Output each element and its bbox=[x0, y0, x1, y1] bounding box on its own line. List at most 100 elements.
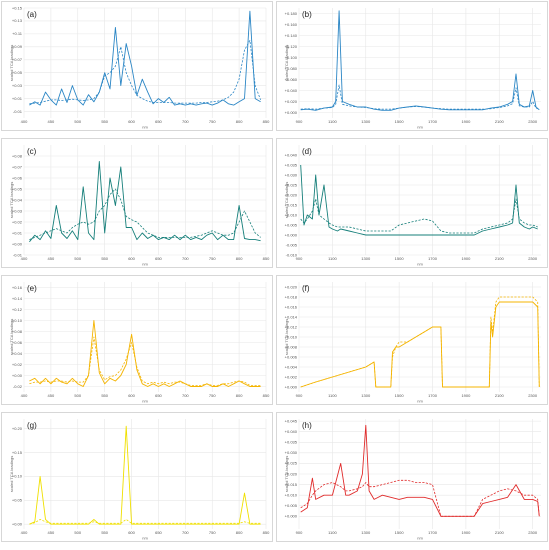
x-tick-label: 750 bbox=[209, 119, 216, 124]
panel-label: (f) bbox=[302, 284, 310, 293]
y-tick-label: +0.120 bbox=[285, 44, 298, 49]
y-tick-label: +0.000 bbox=[285, 514, 298, 519]
panel-label: (e) bbox=[27, 284, 37, 293]
y-tick-label: +0.035 bbox=[285, 162, 298, 167]
x-tick-label: 750 bbox=[209, 393, 216, 398]
y-tick-label: +0.002 bbox=[285, 374, 298, 379]
x-tick-label: 1100 bbox=[328, 119, 337, 124]
y-axis-label: scaled TCA loadings bbox=[9, 182, 14, 218]
y-tick-label: +0.15 bbox=[12, 5, 23, 10]
x-tick-label: 2100 bbox=[495, 393, 505, 398]
x-tick-label: 400 bbox=[21, 530, 28, 535]
y-tick-label: +0.01 bbox=[12, 230, 23, 235]
y-axis-label: scaled TCA loadings bbox=[284, 456, 289, 492]
x-tick-label: 2100 bbox=[495, 256, 505, 261]
panel-label: (c) bbox=[27, 147, 37, 156]
y-tick-label: +0.025 bbox=[285, 461, 298, 466]
x-tick-label: 850 bbox=[263, 393, 270, 398]
chart-svg-d: -0.010 -0.005 +0.000 +0.005 +0.010 +0.015 +0.0… bbox=[284, 145, 541, 267]
y-tick-label: +0.12 bbox=[12, 307, 23, 312]
x-tick-label: 800 bbox=[236, 530, 243, 535]
x-tick-label: 2100 bbox=[495, 119, 505, 124]
x-tick-label: 450 bbox=[48, 393, 55, 398]
y-axis-label: scaled TCA loadings bbox=[9, 319, 14, 355]
x-tick-label: 1900 bbox=[461, 530, 471, 535]
y-tick-label: +0.006 bbox=[285, 354, 298, 359]
y-tick-label: +0.040 bbox=[285, 429, 298, 434]
x-tick-label: 1900 bbox=[461, 119, 471, 124]
x-tick-label: 800 bbox=[236, 393, 243, 398]
x-tick-label: 700 bbox=[182, 256, 189, 261]
y-tick-label: +0.060 bbox=[285, 77, 298, 82]
y-tick-label: +0.016 bbox=[285, 304, 298, 309]
y-tick-label: +0.014 bbox=[285, 314, 298, 319]
y-tick-label: +0.015 bbox=[285, 482, 298, 487]
y-axis-label: scaled TCA loadings bbox=[284, 45, 289, 81]
chart-svg-f: +0.000 +0.002 +0.004 +0.006 +0.008 +0.010 +0.0… bbox=[284, 282, 541, 404]
chart-svg-a: -0.01 +0.01 +0.03 +0.05 +0.07 +0.09 +0.11 +0.13… bbox=[9, 5, 270, 129]
y-axis-label: scaled TCA loadings bbox=[9, 45, 14, 81]
y-axis-label: scaled TCA loadings bbox=[284, 182, 289, 218]
y-tick-label: +0.16 bbox=[12, 285, 23, 290]
y-tick-label: +0.02 bbox=[12, 219, 23, 224]
y-tick-label: -0.010 bbox=[286, 252, 298, 257]
series-line-dashed bbox=[29, 336, 261, 386]
y-tick-label: +0.11 bbox=[12, 31, 23, 36]
x-tick-label: 1100 bbox=[328, 393, 337, 398]
x-tick-label: 1300 bbox=[361, 393, 371, 398]
chart-panel-f: +0.000 +0.002 +0.004 +0.006 +0.008 +0.010 +0.0… bbox=[276, 275, 548, 405]
chart-panel-h: +0.000 +0.005 +0.010 +0.015 +0.020 +0.025 +0.0… bbox=[276, 412, 548, 542]
x-tick-label: 1500 bbox=[395, 530, 405, 535]
y-tick-label: +0.01 bbox=[12, 96, 23, 101]
series-line-dashed bbox=[300, 198, 538, 234]
y-tick-label: +0.07 bbox=[12, 164, 23, 169]
x-tick-label: 900 bbox=[296, 119, 303, 124]
y-tick-label: +0.010 bbox=[285, 334, 298, 339]
y-axis-label: scaled TCA loadings bbox=[284, 319, 289, 355]
x-tick-label: 2300 bbox=[528, 119, 538, 124]
chart-panel-b: +0.000 +0.020 +0.040 +0.060 +0.080 +0.100 +0.1… bbox=[276, 1, 548, 131]
y-tick-label: +0.00 bbox=[12, 522, 23, 527]
y-tick-label: +0.040 bbox=[285, 88, 298, 93]
x-tick-label: 700 bbox=[182, 393, 189, 398]
chart-svg-e: -0.02 +0.00 +0.02 +0.04 +0.06 +0.08 +0.10 +0.12… bbox=[9, 282, 270, 404]
x-tick-label: 2300 bbox=[528, 256, 538, 261]
x-tick-label: 650 bbox=[155, 393, 162, 398]
x-tick-label: 1300 bbox=[361, 119, 371, 124]
series-line-dashed bbox=[300, 296, 540, 388]
y-tick-label: +0.005 bbox=[285, 503, 298, 508]
series-line-solid bbox=[300, 10, 540, 111]
chart-svg-g: +0.00 +0.05 +0.10 +0.15 +0.20 400 450 500 550 600… bbox=[9, 419, 270, 541]
y-tick-label: +0.020 bbox=[285, 471, 298, 476]
y-tick-label: +0.00 bbox=[12, 241, 23, 246]
chart-panel-c: -0.01 +0.00 +0.01 +0.02 +0.03 +0.04 +0.05 +0.06… bbox=[1, 138, 273, 268]
y-tick-label: +0.005 bbox=[285, 222, 298, 227]
series-line-solid bbox=[300, 164, 538, 236]
x-tick-label: 850 bbox=[263, 119, 270, 124]
y-tick-label: +0.08 bbox=[12, 329, 23, 334]
x-axis-label: nm bbox=[142, 262, 148, 267]
y-tick-label: -0.005 bbox=[286, 242, 298, 247]
x-axis-label: nm bbox=[142, 536, 148, 541]
y-tick-label: +0.03 bbox=[12, 83, 23, 88]
y-tick-label: +0.09 bbox=[12, 44, 23, 49]
x-axis-label: nm bbox=[417, 125, 423, 130]
x-tick-label: 450 bbox=[48, 256, 55, 261]
y-tick-label: +0.035 bbox=[285, 440, 298, 445]
x-tick-label: 550 bbox=[101, 256, 108, 261]
y-tick-label: +0.15 bbox=[12, 450, 23, 455]
y-tick-label: +0.045 bbox=[285, 418, 298, 423]
series-line-solid bbox=[29, 161, 261, 243]
y-tick-label: +0.030 bbox=[285, 450, 298, 455]
x-tick-label: 550 bbox=[101, 119, 108, 124]
x-axis-label: nm bbox=[417, 536, 423, 541]
series-line-dashed bbox=[29, 519, 261, 525]
y-tick-label: -0.01 bbox=[13, 109, 23, 114]
series-line-dashed bbox=[29, 188, 261, 240]
y-tick-label: +0.05 bbox=[12, 498, 23, 503]
y-tick-label: +0.07 bbox=[12, 57, 23, 62]
y-tick-label: +0.008 bbox=[285, 344, 298, 349]
x-tick-label: 500 bbox=[74, 119, 81, 124]
y-tick-label: +0.004 bbox=[285, 364, 298, 369]
x-tick-label: 700 bbox=[182, 119, 189, 124]
